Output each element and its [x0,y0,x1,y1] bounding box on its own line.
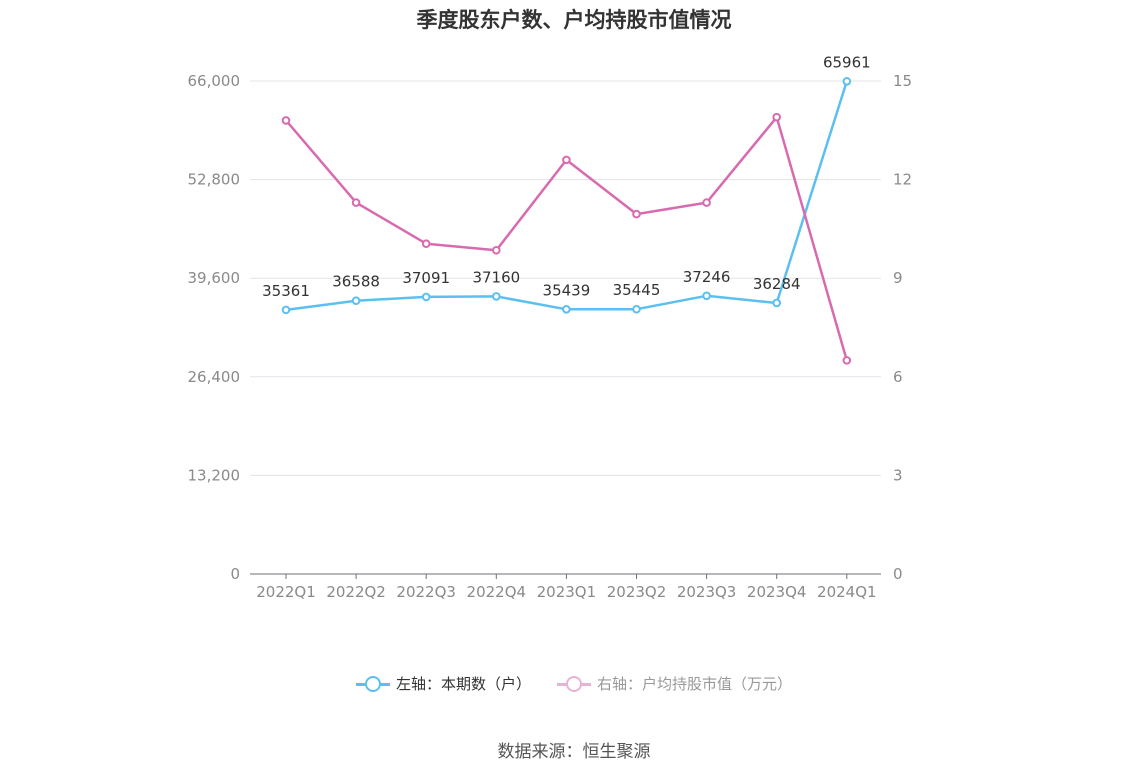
left-series-point [281,305,291,315]
left-series-point [351,296,361,305]
series [281,76,852,365]
legend-line-marker-icon [557,674,591,694]
left-series-point [562,304,571,314]
x-axis-tick-label: 2022Q3 [396,583,456,601]
legend-item-left-series[interactable]: 左轴：本期数（户） [355,673,531,694]
right-series-point [281,116,291,125]
left-series-point [842,76,852,86]
x-axis-tick-label: 2023Q2 [607,583,667,601]
left-axis-tick-label: 26,400 [188,368,241,386]
chart-title: 季度股东户数、户均持股市值情况 [416,8,732,32]
data-label: 35445 [613,281,661,299]
left-series-point [421,292,431,302]
x-axis-tick-label: 2024Q1 [817,583,877,601]
x-axis-tick-label: 2022Q2 [326,583,386,601]
data-label: 37091 [402,269,450,287]
right-series-point [842,356,852,365]
left-series-point [632,304,641,314]
right-series-point [702,198,711,207]
right-axis-tick-label: 0 [893,565,903,583]
right-series-point [772,112,782,122]
data-label: 37246 [683,268,731,286]
right-series-point [421,239,431,248]
data-label: 35439 [543,281,591,299]
x-axis-tick-label: 2023Q1 [537,583,597,601]
right-axis-tick-label: 12 [893,171,912,189]
data-label: 36588 [332,273,380,291]
x-axis-tick-label: 2022Q1 [256,583,316,601]
right-axis-tick-label: 6 [893,368,903,386]
legend: 左轴：本期数（户） 右轴：户均持股市值（万元） [0,673,1148,694]
legend-label: 右轴：户均持股市值（万元） [597,675,793,693]
left-axis-tick-label: 13,200 [188,466,241,484]
left-series-point [772,298,782,308]
right-series-point [562,155,571,165]
source-note: 数据来源：恒生聚源 [497,742,651,762]
right-axis-tick-label: 15 [893,72,912,90]
data-label: 65961 [823,53,871,71]
right-series-point [351,198,361,207]
left-axis-tick-label: 66,000 [188,72,241,90]
axes: 0 0 13,200 3 26,400 6 39,600 9 52,800 12 66,000 15 2… [188,72,913,601]
gridlines [250,80,881,476]
right-series-point [492,245,501,255]
data-label: 35361 [262,282,310,300]
legend-item-right-series[interactable]: 右轴：户均持股市值（万元） [557,673,792,694]
data-label: 37160 [472,268,520,286]
left-axis-tick-label: 0 [230,565,240,583]
left-series-point [492,292,501,301]
right-axis-tick-label: 3 [893,466,903,484]
legend-label: 左轴：本期数（户） [395,675,531,693]
x-axis-tick-label: 2022Q4 [467,583,527,601]
x-axis-tick-label: 2023Q4 [747,583,807,601]
data-labels: 35361 36588 37091 37160 35439 35445 37246 36284… [262,53,871,300]
left-series-point [702,291,711,301]
legend-line-marker-icon [355,674,390,694]
x-axis-tick-label: 2023Q3 [677,583,737,601]
right-series-line [285,115,849,361]
data-label: 36284 [753,275,801,293]
right-series-point [632,209,641,219]
left-axis-tick-label: 52,800 [188,171,241,189]
right-axis-tick-label: 9 [893,269,903,287]
left-axis-tick-label: 39,600 [188,269,241,287]
